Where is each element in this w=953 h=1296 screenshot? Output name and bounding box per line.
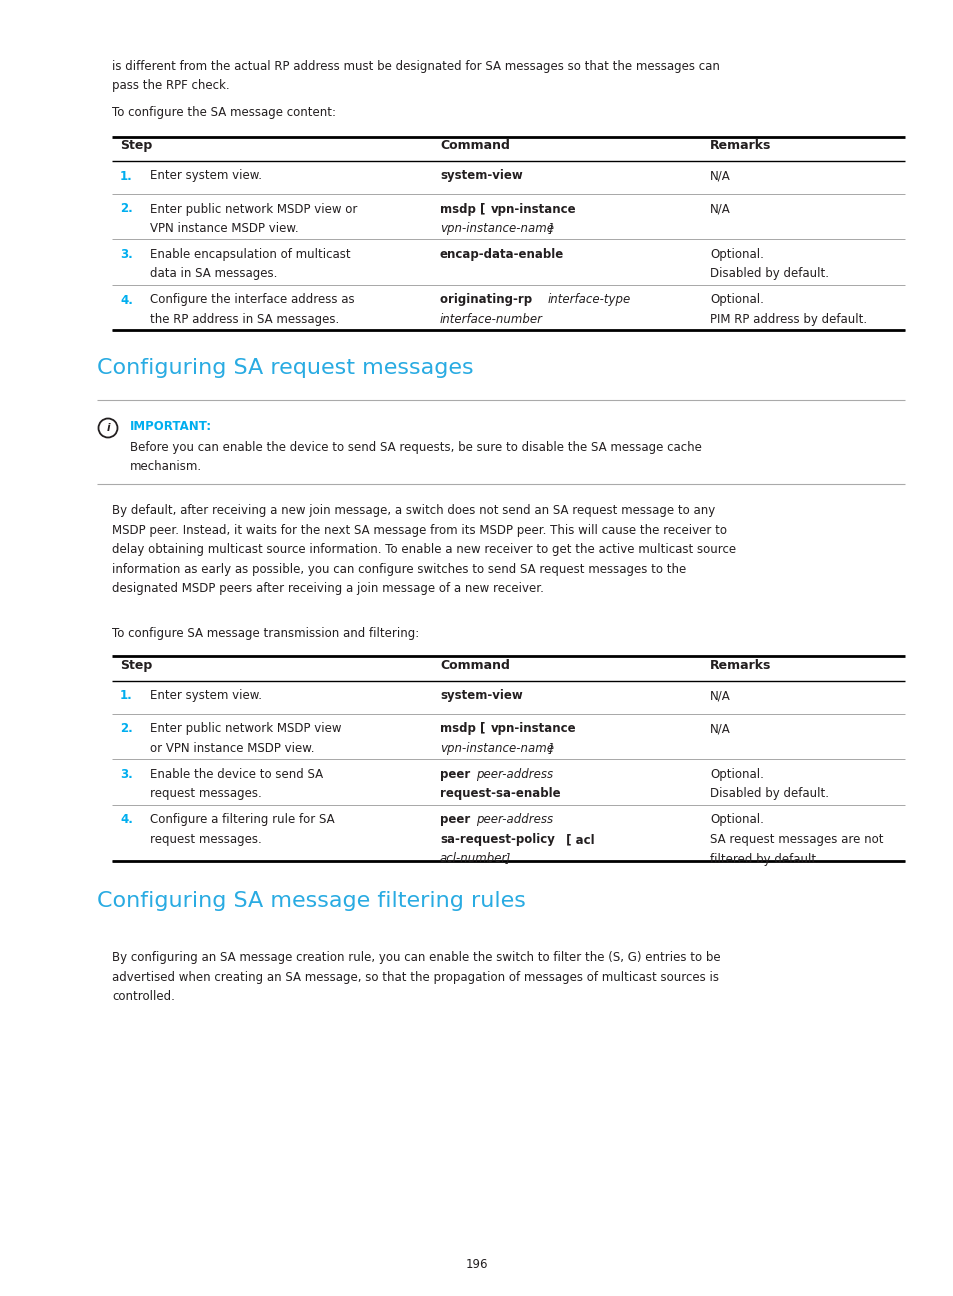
Text: Enter public network MSDP view or: Enter public network MSDP view or xyxy=(150,202,357,215)
Text: Step: Step xyxy=(120,139,152,152)
Text: Configuring SA request messages: Configuring SA request messages xyxy=(97,359,473,378)
Text: Step: Step xyxy=(120,658,152,673)
Text: N/A: N/A xyxy=(709,689,730,702)
Text: Optional.: Optional. xyxy=(709,814,763,827)
Text: filtered by default.: filtered by default. xyxy=(709,853,819,866)
Text: designated MSDP peers after receiving a join message of a new receiver.: designated MSDP peers after receiving a … xyxy=(112,582,543,595)
Text: 4.: 4. xyxy=(120,293,132,306)
Text: By default, after receiving a new join message, a switch does not send an SA req: By default, after receiving a new join m… xyxy=(112,504,715,517)
Text: peer-address: peer-address xyxy=(476,769,553,781)
Text: Before you can enable the device to send SA requests, be sure to disable the SA : Before you can enable the device to send… xyxy=(130,441,701,454)
Text: VPN instance MSDP view.: VPN instance MSDP view. xyxy=(150,222,298,235)
Text: Configure a filtering rule for SA: Configure a filtering rule for SA xyxy=(150,814,335,827)
Text: Remarks: Remarks xyxy=(709,139,771,152)
Text: data in SA messages.: data in SA messages. xyxy=(150,267,277,280)
Text: Disabled by default.: Disabled by default. xyxy=(709,788,828,801)
Text: delay obtaining multicast source information. To enable a new receiver to get th: delay obtaining multicast source informa… xyxy=(112,543,736,556)
Text: By configuring an SA message creation rule, you can enable the switch to filter : By configuring an SA message creation ru… xyxy=(112,951,720,964)
Text: MSDP peer. Instead, it waits for the next SA message from its MSDP peer. This wi: MSDP peer. Instead, it waits for the nex… xyxy=(112,524,726,537)
Text: ]: ] xyxy=(545,222,553,235)
Text: msdp [: msdp [ xyxy=(439,722,489,736)
Text: PIM RP address by default.: PIM RP address by default. xyxy=(709,314,866,327)
Text: vpn-instance: vpn-instance xyxy=(490,202,576,215)
Text: Enable encapsulation of multicast: Enable encapsulation of multicast xyxy=(150,248,351,260)
Text: Command: Command xyxy=(439,658,509,673)
Text: Configuring SA message filtering rules: Configuring SA message filtering rules xyxy=(97,892,525,911)
Text: interface-number: interface-number xyxy=(439,314,542,327)
Text: 1.: 1. xyxy=(120,689,132,702)
Text: 3.: 3. xyxy=(120,248,132,260)
Text: 3.: 3. xyxy=(120,769,132,781)
Text: request messages.: request messages. xyxy=(150,788,261,801)
Text: request messages.: request messages. xyxy=(150,833,261,846)
Text: Optional.: Optional. xyxy=(709,248,763,260)
Text: 4.: 4. xyxy=(120,814,132,827)
Text: N/A: N/A xyxy=(709,170,730,183)
Text: IMPORTANT:: IMPORTANT: xyxy=(130,420,212,433)
Text: ]: ] xyxy=(545,743,553,756)
Text: interface-type: interface-type xyxy=(547,293,631,306)
Text: Remarks: Remarks xyxy=(709,658,771,673)
Text: Enter public network MSDP view: Enter public network MSDP view xyxy=(150,722,341,736)
Text: or VPN instance MSDP view.: or VPN instance MSDP view. xyxy=(150,743,314,756)
Text: N/A: N/A xyxy=(709,722,730,736)
Text: vpn-instance-name: vpn-instance-name xyxy=(439,743,554,756)
Text: is different from the actual RP address must be designated for SA messages so th: is different from the actual RP address … xyxy=(112,60,720,73)
Text: 196: 196 xyxy=(465,1258,488,1271)
Text: 2.: 2. xyxy=(120,722,132,736)
Text: Optional.: Optional. xyxy=(709,769,763,781)
Text: the RP address in SA messages.: the RP address in SA messages. xyxy=(150,314,339,327)
Text: Enter system view.: Enter system view. xyxy=(150,689,262,702)
Text: originating-rp: originating-rp xyxy=(439,293,536,306)
Text: 1.: 1. xyxy=(120,170,132,183)
Text: To configure the SA message content:: To configure the SA message content: xyxy=(112,106,335,119)
Text: pass the RPF check.: pass the RPF check. xyxy=(112,79,230,92)
Text: Optional.: Optional. xyxy=(709,293,763,306)
Text: acl-number: acl-number xyxy=(439,853,507,866)
Text: information as early as possible, you can configure switches to send SA request : information as early as possible, you ca… xyxy=(112,562,685,575)
Text: vpn-instance: vpn-instance xyxy=(490,722,576,736)
Text: 2.: 2. xyxy=(120,202,132,215)
Text: peer-address: peer-address xyxy=(476,814,553,827)
Text: i: i xyxy=(106,422,110,433)
Text: system-view: system-view xyxy=(439,689,522,702)
Text: Command: Command xyxy=(439,139,509,152)
Text: mechanism.: mechanism. xyxy=(130,460,202,473)
Text: system-view: system-view xyxy=(439,170,522,183)
Text: vpn-instance-name: vpn-instance-name xyxy=(439,222,554,235)
Text: request-sa-enable: request-sa-enable xyxy=(439,788,560,801)
Text: advertised when creating an SA message, so that the propagation of messages of m: advertised when creating an SA message, … xyxy=(112,971,719,984)
Text: Disabled by default.: Disabled by default. xyxy=(709,267,828,280)
Text: To configure SA message transmission and filtering:: To configure SA message transmission and… xyxy=(112,627,418,640)
Text: SA request messages are not: SA request messages are not xyxy=(709,833,882,846)
Text: encap-data-enable: encap-data-enable xyxy=(439,248,563,260)
Text: Enable the device to send SA: Enable the device to send SA xyxy=(150,769,323,781)
Text: controlled.: controlled. xyxy=(112,990,174,1003)
Text: Enter system view.: Enter system view. xyxy=(150,170,262,183)
Text: msdp [: msdp [ xyxy=(439,202,489,215)
Text: Configure the interface address as: Configure the interface address as xyxy=(150,293,355,306)
Text: ]: ] xyxy=(501,853,510,866)
Text: peer: peer xyxy=(439,814,474,827)
Text: [ acl: [ acl xyxy=(562,833,595,846)
Text: N/A: N/A xyxy=(709,202,730,215)
Text: peer: peer xyxy=(439,769,474,781)
Text: sa-request-policy: sa-request-policy xyxy=(439,833,555,846)
